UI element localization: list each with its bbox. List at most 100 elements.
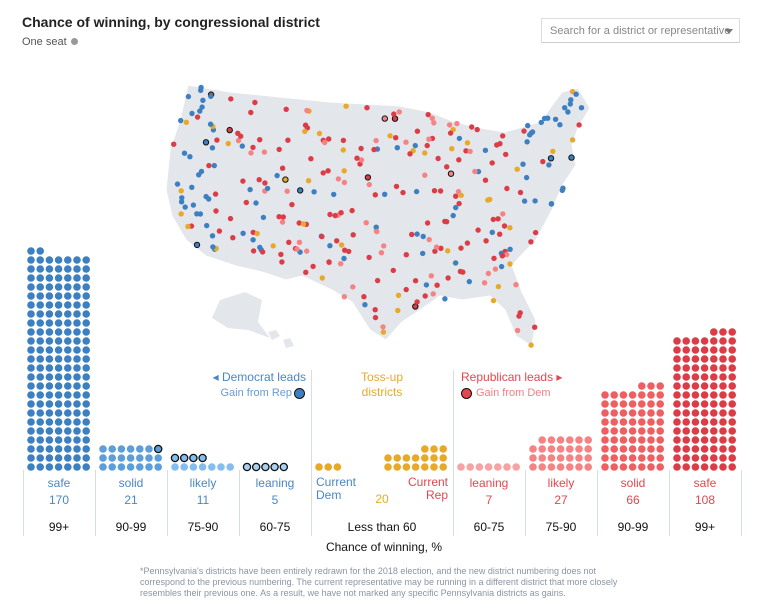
dem-safe-dot[interactable] [64, 274, 72, 282]
district-dot[interactable] [279, 219, 286, 225]
dem-safe-dot[interactable] [82, 373, 90, 381]
rep-safe-dot[interactable] [710, 418, 718, 426]
district-dot[interactable] [503, 151, 509, 158]
dem-solid-dot[interactable] [136, 445, 144, 453]
rep-leaning-dot[interactable] [512, 463, 520, 471]
rep-safe-dot[interactable] [728, 445, 736, 453]
rep-safe-dot[interactable] [710, 355, 718, 363]
rep-solid-dot[interactable] [610, 427, 618, 435]
dem-safe-dot[interactable] [73, 256, 81, 264]
dem-safe-dot[interactable] [36, 283, 44, 291]
rep-likely-dot[interactable] [566, 454, 574, 462]
rep-safe-dot[interactable] [700, 400, 709, 408]
dem-safe-dot[interactable] [54, 337, 63, 345]
district-dot[interactable] [442, 296, 448, 302]
district-dot[interactable] [250, 248, 257, 254]
rep-solid-dot[interactable] [610, 454, 618, 462]
district-dot[interactable] [256, 177, 262, 183]
district-dot[interactable] [361, 294, 367, 300]
rep-safe-dot[interactable] [728, 427, 736, 435]
rep-safe-dot[interactable] [673, 463, 681, 471]
district-dot[interactable] [302, 128, 308, 135]
dem-safe-dot[interactable] [82, 463, 90, 471]
district-dot[interactable] [481, 280, 488, 286]
dem-safe-dot[interactable] [54, 355, 63, 363]
district-dot[interactable] [528, 130, 535, 136]
dem-safe-dot[interactable] [36, 337, 44, 345]
district-dot[interactable] [500, 133, 506, 139]
district-dot[interactable] [311, 189, 317, 195]
tossup-current-rep-dot[interactable] [402, 463, 411, 471]
dem-safe-dot[interactable] [45, 445, 54, 453]
rep-solid-dot[interactable] [638, 436, 646, 444]
dem-safe-dot[interactable] [64, 283, 72, 291]
district-dot[interactable] [332, 212, 338, 219]
rep-solid-dot[interactable] [628, 409, 637, 417]
district-dot[interactable] [485, 270, 492, 277]
dem-solid-dot[interactable] [117, 445, 126, 453]
dem-safe-dot[interactable] [73, 382, 81, 390]
district-dot[interactable] [181, 150, 188, 156]
rep-safe-dot[interactable] [710, 445, 718, 453]
rep-safe-dot[interactable] [700, 463, 709, 471]
rep-likely-dot[interactable] [529, 445, 537, 453]
district-dot[interactable] [393, 135, 399, 141]
rep-solid-dot[interactable] [638, 463, 646, 471]
district-dot[interactable] [507, 261, 513, 267]
dem-safe-dot[interactable] [64, 337, 72, 345]
dem-solid-dot[interactable] [117, 454, 126, 462]
tossup-current-rep-dot[interactable] [439, 445, 448, 453]
district-dot[interactable] [507, 246, 513, 252]
district-dot[interactable] [456, 135, 463, 142]
rep-solid-dot[interactable] [601, 418, 609, 426]
dem-likely-dot[interactable] [198, 463, 207, 471]
district-dot[interactable] [308, 156, 314, 162]
dem-safe-dot[interactable] [64, 256, 72, 264]
district-dot[interactable] [254, 230, 260, 237]
rep-leaning-dot[interactable] [457, 463, 465, 471]
dem-safe-dot[interactable] [45, 337, 54, 345]
dem-safe-dot[interactable] [54, 463, 63, 471]
rep-solid-dot[interactable] [656, 409, 664, 417]
rep-safe-dot[interactable] [700, 409, 709, 417]
district-dot[interactable] [455, 188, 462, 195]
district-dot[interactable] [363, 220, 369, 226]
district-dot[interactable] [450, 212, 456, 219]
dem-safe-dot[interactable] [64, 427, 72, 435]
district-dot[interactable] [303, 269, 309, 275]
rep-safe-dot[interactable] [710, 364, 718, 372]
district-dot[interactable] [403, 139, 409, 145]
rep-safe-dot[interactable] [728, 463, 736, 471]
district-dot[interactable] [422, 293, 428, 299]
district-dot[interactable] [412, 142, 418, 149]
dem-solid-dot[interactable] [154, 463, 162, 471]
dem-likely-dot[interactable] [217, 463, 225, 471]
rep-solid-dot[interactable] [601, 391, 609, 399]
district-dot[interactable] [454, 120, 460, 127]
rep-safe-dot[interactable] [719, 463, 727, 471]
district-dot[interactable] [489, 160, 495, 166]
rep-safe-dot[interactable] [673, 355, 681, 363]
dem-safe-dot[interactable] [27, 418, 35, 426]
dem-safe-dot[interactable] [45, 418, 54, 426]
district-dot[interactable] [445, 248, 451, 254]
dem-safe-dot[interactable] [45, 274, 54, 282]
rep-safe-dot[interactable] [719, 427, 727, 435]
district-dot[interactable] [491, 255, 497, 261]
tossup-current-rep-dot[interactable] [393, 463, 402, 471]
rep-safe-dot[interactable] [719, 454, 727, 462]
rep-safe-dot[interactable] [682, 355, 690, 363]
district-dot[interactable] [214, 137, 220, 143]
district-dot[interactable] [442, 218, 448, 225]
rep-solid-dot[interactable] [628, 400, 637, 408]
rep-solid-dot[interactable] [610, 400, 618, 408]
tossup-current-rep-dot[interactable] [384, 454, 392, 462]
district-dot[interactable] [425, 111, 431, 118]
district-dot[interactable] [490, 216, 496, 223]
dem-safe-dot[interactable] [36, 292, 44, 300]
district-dot[interactable] [340, 147, 346, 153]
rep-safe-dot[interactable] [691, 364, 700, 372]
rep-safe-dot[interactable] [728, 409, 736, 417]
district-search-dropdown[interactable]: Search for a district or representative [541, 18, 740, 43]
dem-safe-dot[interactable] [45, 373, 54, 381]
